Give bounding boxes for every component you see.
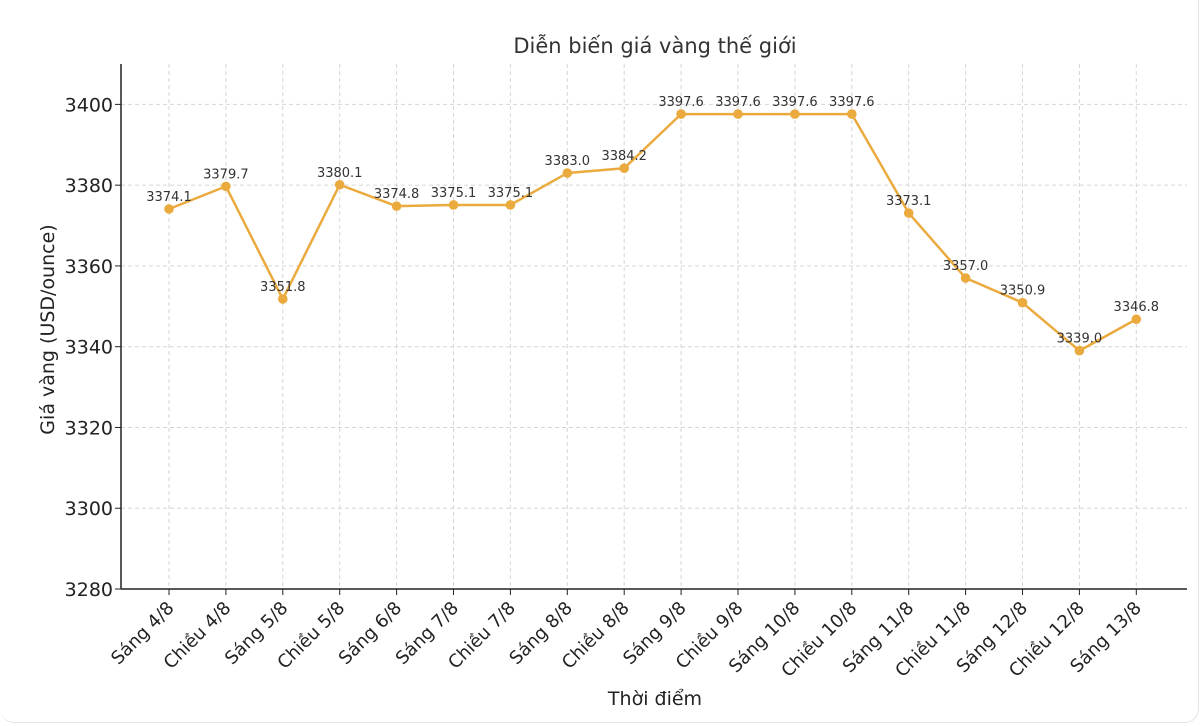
data-label: 3375.1 (431, 186, 477, 201)
data-point (562, 168, 573, 178)
data-label: 3397.6 (829, 95, 875, 110)
data-label: 3373.1 (886, 194, 932, 209)
y-tick-label: 3380 (65, 175, 113, 197)
data-point (448, 200, 459, 210)
data-point (676, 109, 686, 119)
data-point (733, 109, 743, 119)
grid-lines (121, 64, 1187, 590)
y-axis-label: Giá vàng (USD/ounce) (37, 224, 59, 434)
y-tick-label: 3280 (65, 579, 113, 601)
data-point (164, 204, 174, 214)
series-giá-vàng (164, 109, 1142, 356)
data-label: 3383.0 (545, 154, 591, 169)
data-point (391, 201, 402, 211)
data-label: 3374.8 (374, 187, 420, 202)
data-point (1131, 314, 1142, 325)
data-point (278, 294, 288, 304)
data-point (1074, 345, 1085, 356)
data-label: 3374.1 (146, 190, 192, 205)
data-labels: 3374.1 3379.7 3351.8 3380.1 3374.8 3375.1 3375… (146, 95, 1159, 347)
data-label: 3375.1 (488, 186, 534, 201)
y-tick-label: 3320 (65, 417, 113, 439)
data-label: 3351.8 (260, 280, 306, 295)
data-label: 3346.8 (1114, 300, 1160, 315)
data-label: 3397.6 (772, 95, 818, 110)
data-point (903, 208, 914, 218)
series-line (168, 112, 1137, 352)
data-label: 3379.7 (203, 167, 249, 182)
y-tick-label: 3400 (65, 94, 113, 116)
chart-title: Diễn biến giá vàng thế giới (513, 33, 796, 58)
data-point (790, 109, 800, 119)
data-point (619, 163, 629, 173)
axes (120, 64, 1187, 590)
data-label: 3384.2 (601, 149, 647, 164)
y-tick-label: 3360 (65, 256, 113, 278)
data-label: 3397.6 (715, 95, 761, 110)
data-label: 3350.9 (1000, 284, 1046, 299)
data-label: 3397.6 (658, 95, 704, 110)
data-label: 3357.0 (943, 259, 989, 274)
y-axis-ticks: 3280 3300 3320 3340 3360 3380 3400 (65, 94, 121, 601)
data-label: 3339.0 (1057, 332, 1103, 347)
y-tick-label: 3300 (65, 498, 113, 520)
data-label: 3380.1 (317, 166, 363, 181)
data-point (1017, 297, 1028, 308)
data-point (847, 109, 857, 119)
data-point (505, 200, 516, 210)
data-point (221, 181, 231, 192)
y-tick-label: 3340 (65, 337, 113, 359)
data-point (960, 273, 971, 283)
x-axis-label: Thời điểm (607, 688, 702, 710)
data-point (334, 179, 345, 190)
